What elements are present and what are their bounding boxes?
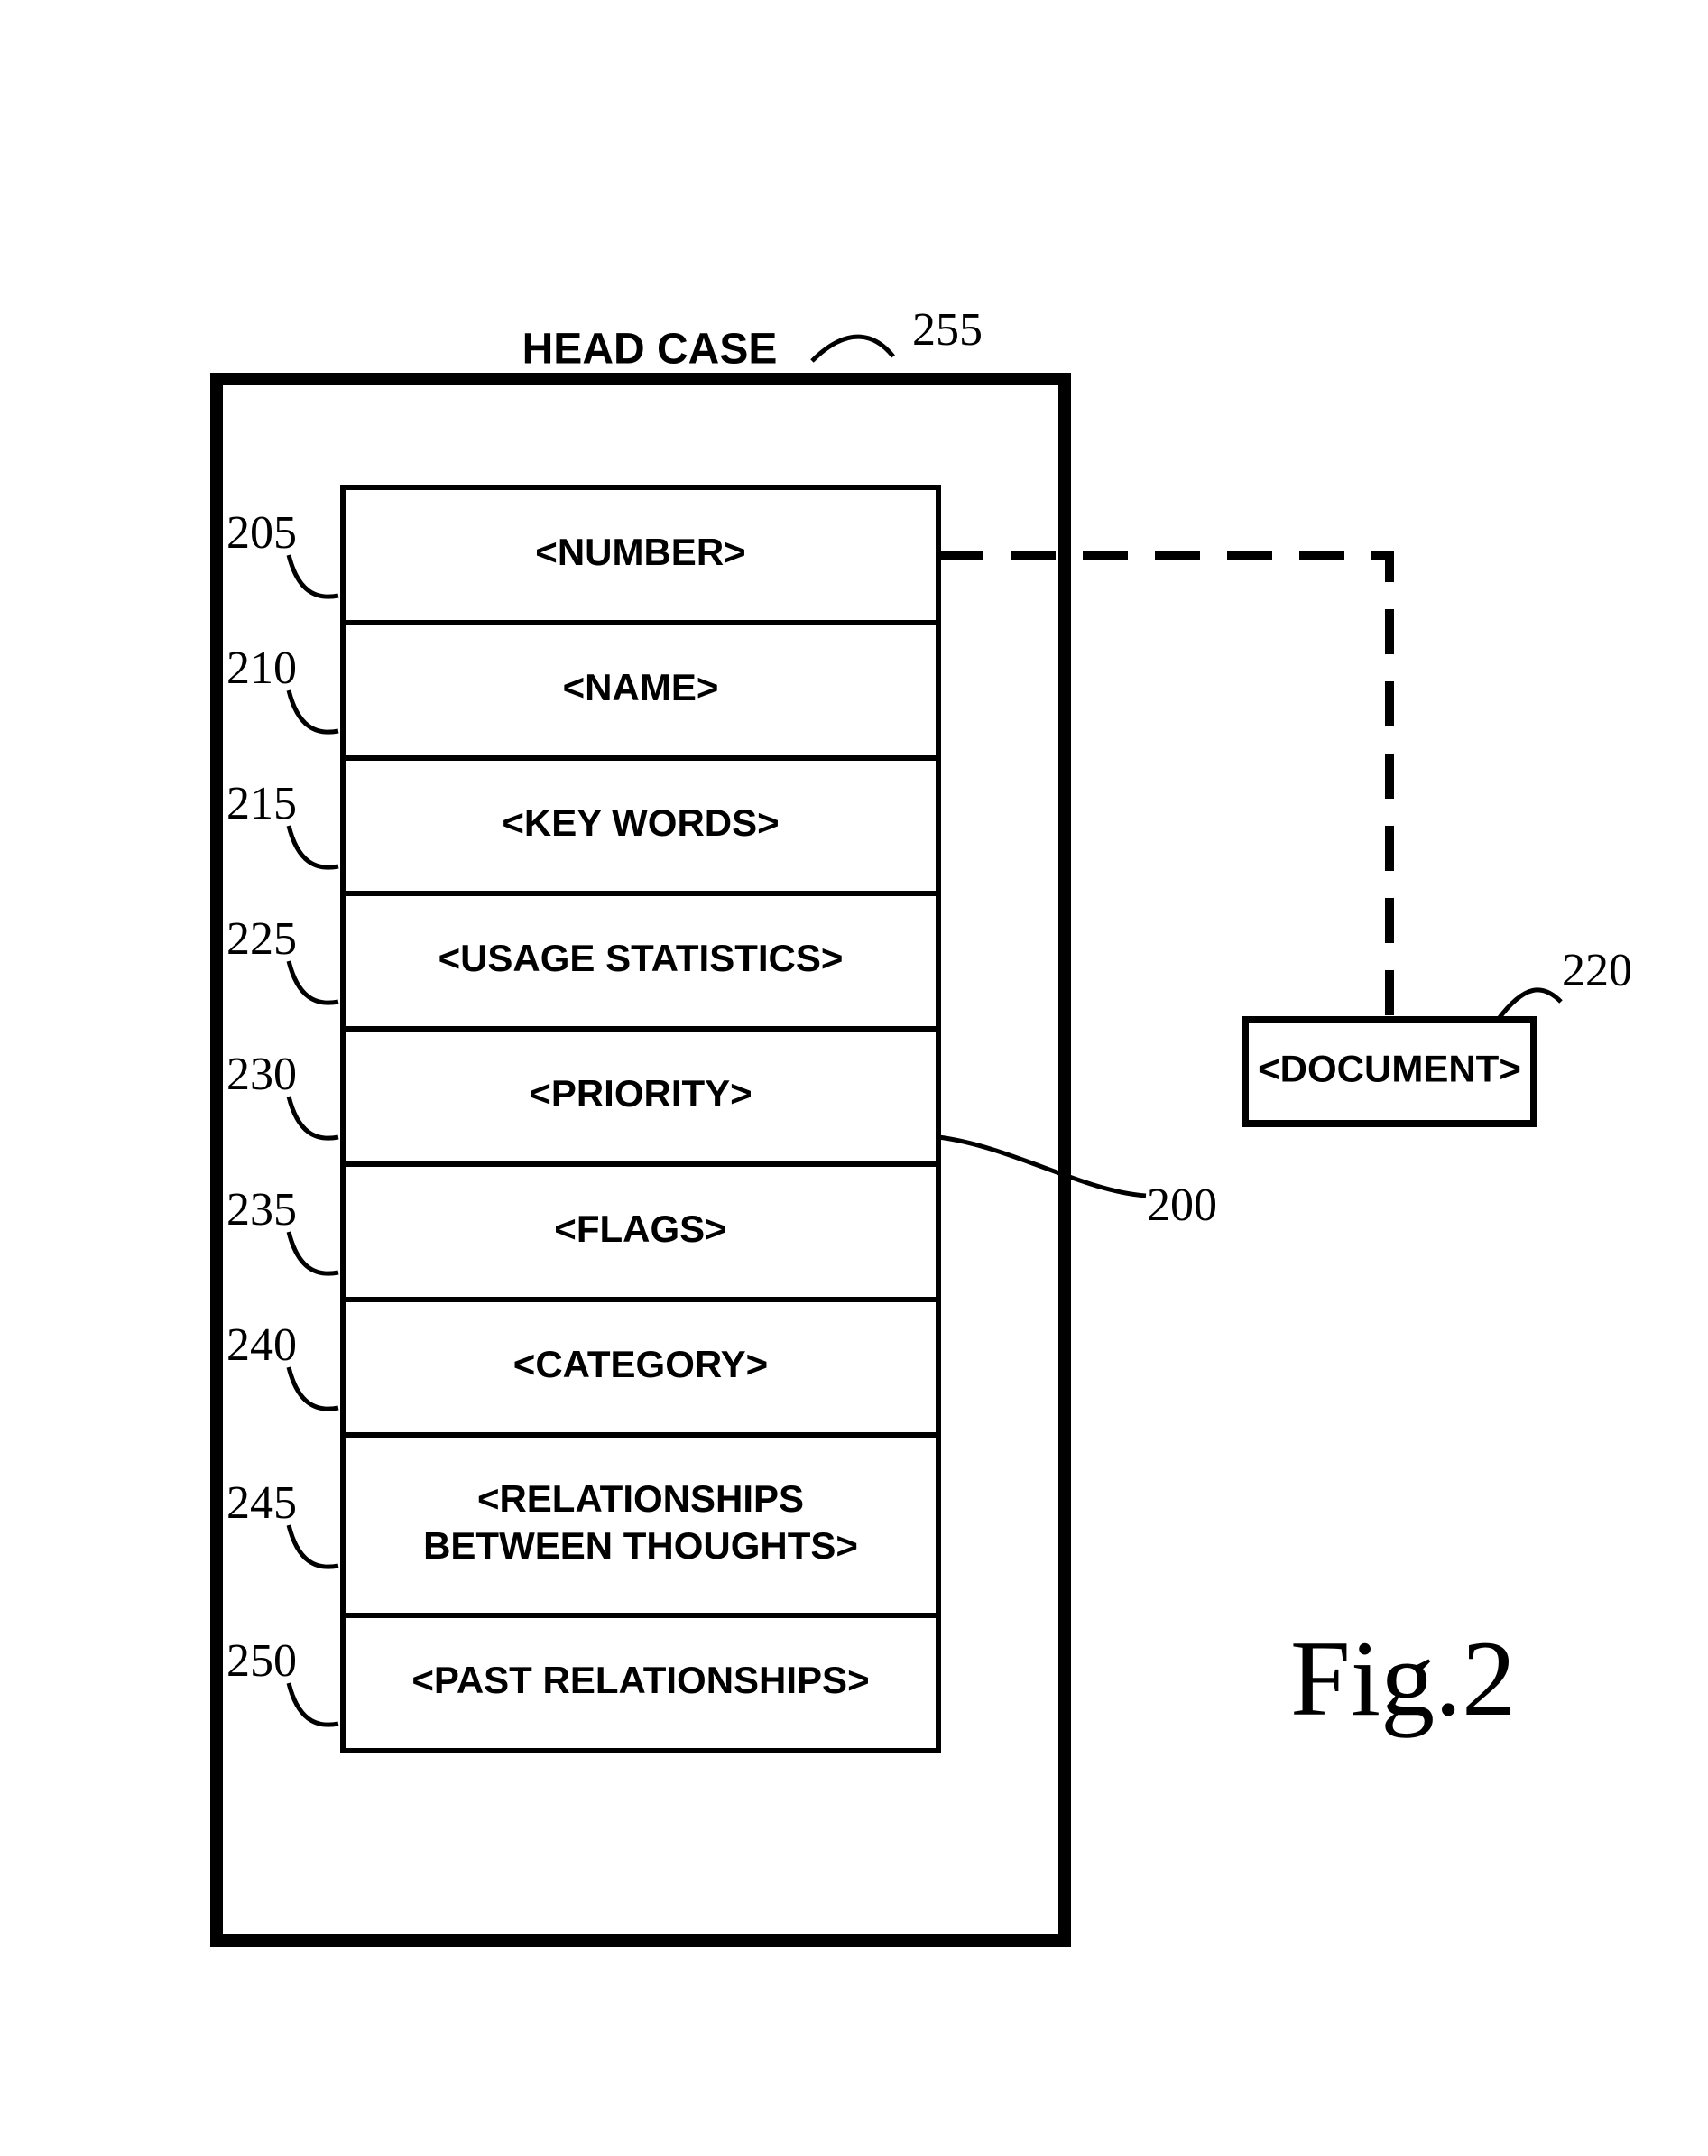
ref-hook-230 bbox=[289, 1097, 338, 1138]
ref-245: 245 bbox=[226, 1477, 297, 1529]
row-label: <KEY WORDS> bbox=[502, 801, 779, 844]
ref-225: 225 bbox=[226, 913, 297, 965]
ref-hook-215 bbox=[289, 826, 338, 867]
ref-205: 205 bbox=[226, 507, 297, 559]
ref-240: 240 bbox=[226, 1319, 297, 1371]
document-label: <DOCUMENT> bbox=[1258, 1048, 1521, 1090]
head-case-title: HEAD CASE bbox=[522, 326, 778, 374]
ref-250: 250 bbox=[226, 1635, 297, 1687]
ref-hook-240 bbox=[289, 1367, 338, 1409]
ref-hook-205 bbox=[289, 555, 338, 597]
ref-235: 235 bbox=[226, 1184, 297, 1235]
ref-hook-210 bbox=[289, 690, 338, 732]
ref-220: 220 bbox=[1562, 945, 1632, 996]
ref-200: 200 bbox=[1147, 1180, 1217, 1231]
ref-hook-225 bbox=[289, 961, 338, 1003]
row-label: <RELATIONSHIPS bbox=[477, 1477, 804, 1520]
ref-hook-245 bbox=[289, 1525, 338, 1567]
ref-255: 255 bbox=[912, 304, 983, 356]
ref-215: 215 bbox=[226, 778, 297, 829]
row-label: <USAGE STATISTICS> bbox=[439, 937, 844, 979]
row-label: <NUMBER> bbox=[535, 531, 745, 573]
ref-230: 230 bbox=[226, 1049, 297, 1100]
ref-hook-255 bbox=[812, 337, 893, 361]
row-label: <CATEGORY> bbox=[513, 1343, 768, 1385]
row-label: <PRIORITY> bbox=[529, 1072, 752, 1115]
row-label: <FLAGS> bbox=[554, 1208, 726, 1250]
dashed-connector bbox=[938, 555, 1389, 1018]
figure-label: Fig.2 bbox=[1290, 1618, 1516, 1738]
ref-hook-235 bbox=[289, 1232, 338, 1273]
ref-lead-200 bbox=[938, 1137, 1146, 1196]
ref-210: 210 bbox=[226, 643, 297, 694]
ref-hook-220 bbox=[1498, 990, 1561, 1020]
ref-hook-250 bbox=[289, 1683, 338, 1725]
row-label: <NAME> bbox=[563, 666, 719, 708]
row-label-2: BETWEEN THOUGHTS> bbox=[423, 1524, 858, 1567]
row-label: <PAST RELATIONSHIPS> bbox=[411, 1659, 869, 1701]
